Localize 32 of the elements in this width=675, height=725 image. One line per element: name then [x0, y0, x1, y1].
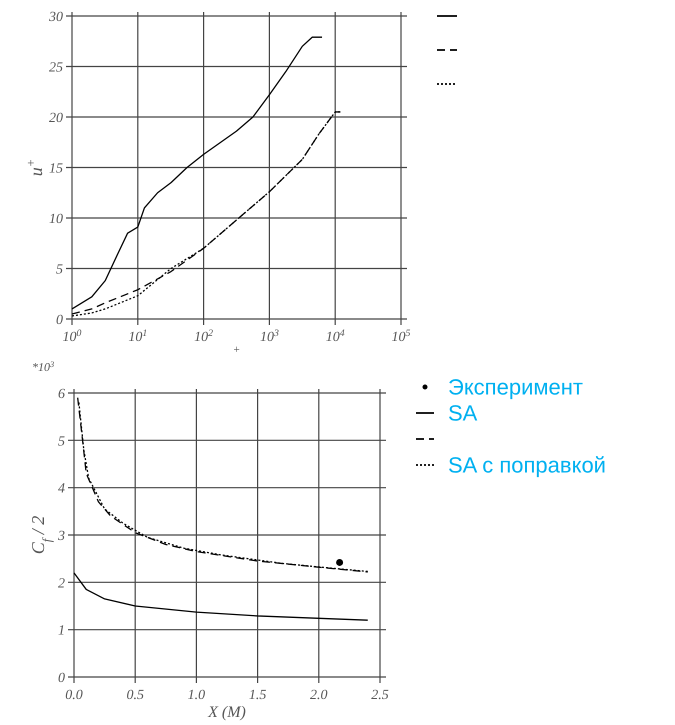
y-tick-label: 20 — [49, 111, 63, 126]
x-tick-label: 0.5 — [126, 688, 144, 703]
x-tick-label: 10$^{2}$ — [194, 328, 214, 345]
x-tick-label: 10$^{4}$ — [326, 328, 345, 345]
x-tick-label: 0.0 — [65, 688, 83, 703]
x-tick-label: 10$^{3}$ — [260, 328, 279, 345]
legend-label: Эксперимент — [448, 374, 583, 400]
y-tick-label: 0 — [56, 313, 63, 328]
legend-label: SA — [448, 400, 478, 426]
x-tick-label: 1.0 — [188, 688, 206, 703]
y-tick-label: 5 — [58, 434, 65, 450]
y-tick-label: 1 — [58, 624, 65, 639]
y-tick-label: 25 — [49, 60, 63, 76]
y-tick-label: 0 — [58, 671, 65, 686]
x-axis-title: + — [232, 344, 240, 356]
text: *10$^{3}$ — [32, 360, 54, 374]
y-tick-label: 15 — [49, 162, 63, 176]
x-axis-title: X (M) — [207, 704, 246, 721]
x-tick-label: 10$^{5}$ — [392, 328, 411, 345]
x-tick-label: 1.5 — [248, 688, 266, 703]
y-tick-label: 6 — [58, 387, 65, 402]
y-tick-label: 2 — [58, 576, 65, 592]
y-tick-label: 4 — [58, 482, 65, 497]
x-tick-label: 2.5 — [371, 688, 389, 703]
x-tick-label: 2.0 — [310, 688, 328, 703]
y-tick-label: 10 — [49, 212, 63, 227]
x-tick-label: 10$^{0}$ — [62, 328, 82, 345]
y-tick-label: 3 — [57, 529, 65, 544]
x-tick-label: 10$^{1}$ — [128, 328, 148, 345]
legend-label: SA с поправкой — [448, 452, 606, 478]
y-tick-label: 5 — [56, 262, 63, 278]
y-tick-label: 30 — [48, 10, 63, 25]
